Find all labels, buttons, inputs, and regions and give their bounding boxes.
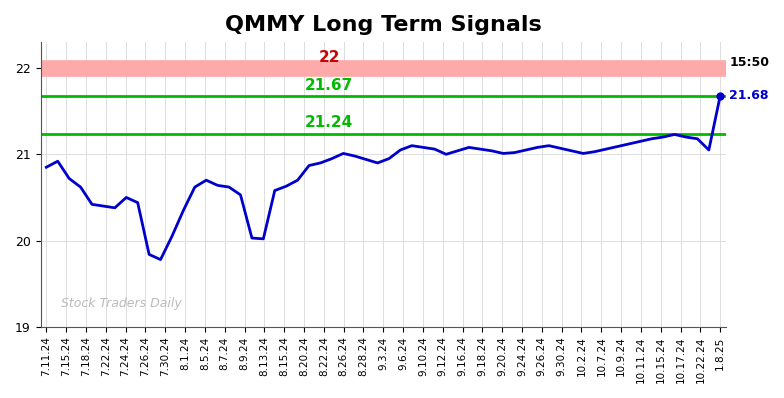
Text: Stock Traders Daily: Stock Traders Daily — [61, 297, 182, 310]
Title: QMMY Long Term Signals: QMMY Long Term Signals — [225, 15, 542, 35]
Text: 15:50: 15:50 — [729, 57, 769, 69]
Text: 21.68: 21.68 — [729, 89, 769, 102]
Text: 22: 22 — [318, 49, 340, 64]
Text: 21.67: 21.67 — [305, 78, 354, 93]
Text: 21.24: 21.24 — [305, 115, 354, 130]
